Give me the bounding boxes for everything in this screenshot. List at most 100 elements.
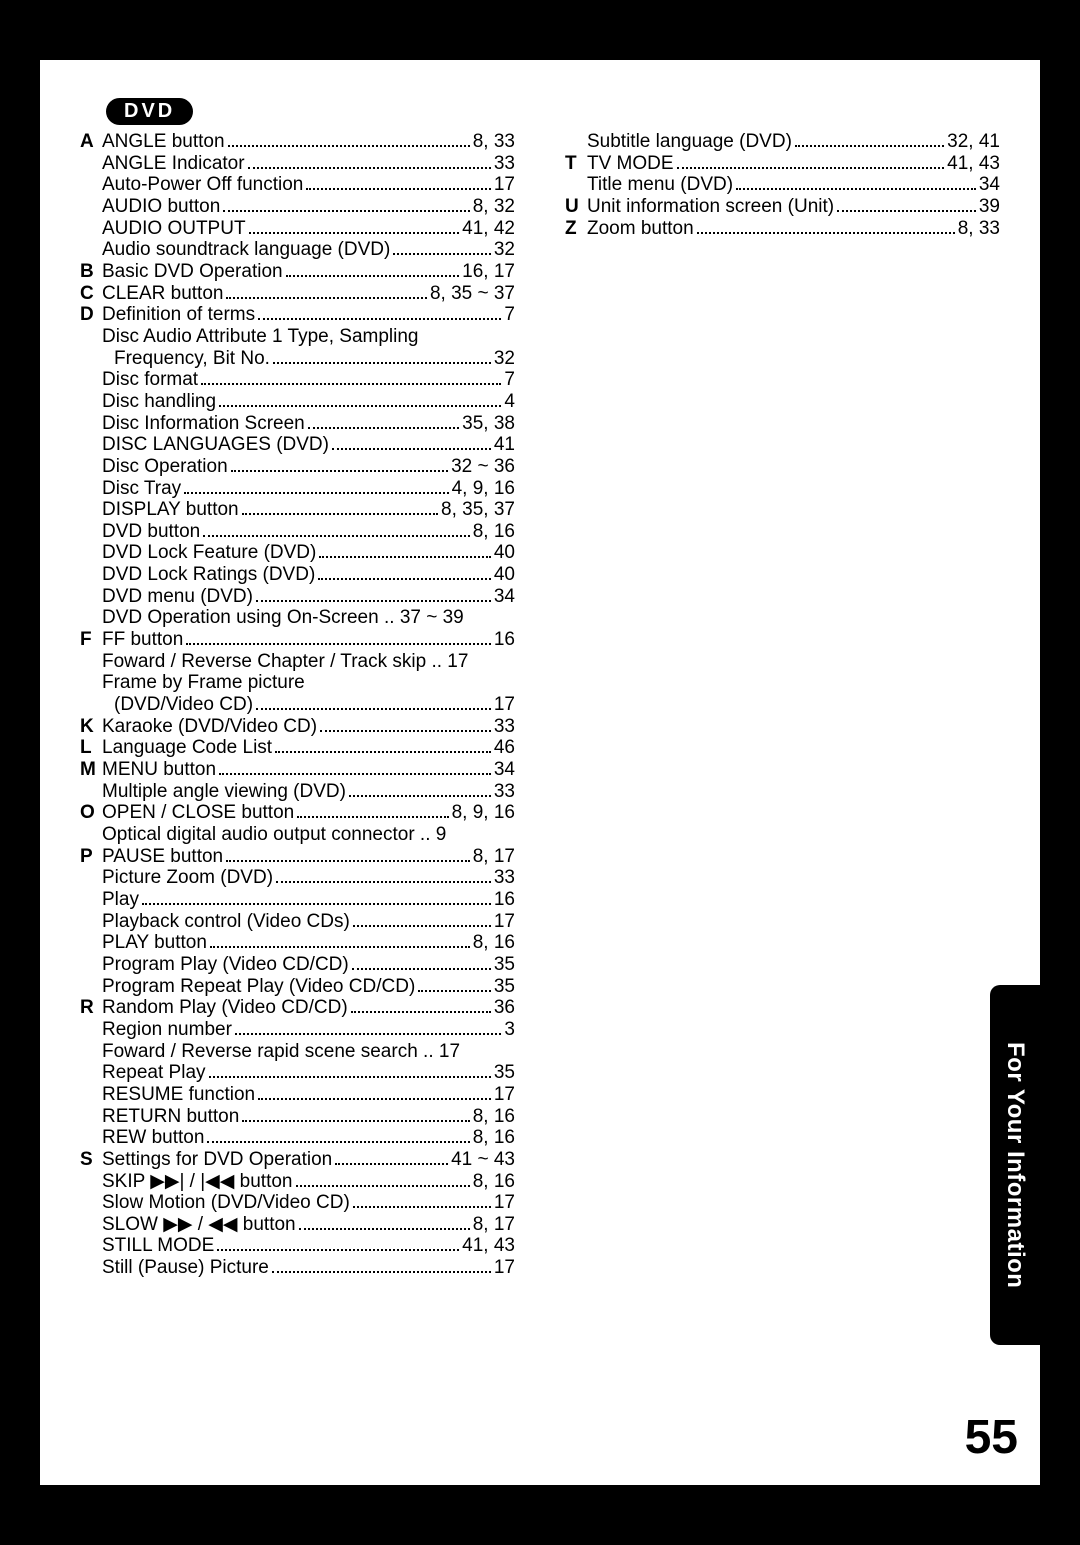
index-term: OPEN / CLOSE button xyxy=(102,802,294,824)
index-term: Karaoke (DVD/Video CD) xyxy=(102,716,317,738)
index-pages: 9 xyxy=(436,824,447,846)
index-term: Multiple angle viewing (DVD) xyxy=(102,781,346,803)
index-entry: ZZoom button8, 33 xyxy=(565,218,1000,240)
leader-dots xyxy=(318,578,491,580)
page-content: DVD AANGLE button8, 33ANGLE Indicator33A… xyxy=(40,60,1040,1485)
index-pages: 33 xyxy=(494,716,515,738)
index-pages: 36 xyxy=(494,997,515,1019)
index-term: Repeat Play xyxy=(102,1062,206,1084)
leader-dots xyxy=(297,816,448,818)
index-pages: 8, 16 xyxy=(473,1171,515,1193)
index-entry: CCLEAR button8, 35 ~ 37 xyxy=(80,283,515,305)
leader-dots xyxy=(273,362,491,364)
index-pages: 32 ~ 36 xyxy=(451,456,515,478)
index-letter: P xyxy=(80,846,102,868)
index-pages: 8, 9, 16 xyxy=(452,802,515,824)
leader-dots xyxy=(186,643,491,645)
index-entry: Picture Zoom (DVD)33 xyxy=(80,867,515,889)
leader-dots xyxy=(296,1185,470,1187)
index-pages: 35 xyxy=(494,954,515,976)
index-pages: 35 xyxy=(494,1062,515,1084)
index-term: Subtitle language (DVD) xyxy=(587,131,792,153)
index-pages: 8, 16 xyxy=(473,1127,515,1149)
leader-dots xyxy=(837,210,976,212)
index-entry: LLanguage Code List46 xyxy=(80,737,515,759)
index-pages: 8, 16 xyxy=(473,521,515,543)
leader-dots xyxy=(228,145,470,147)
index-term: Settings for DVD Operation xyxy=(102,1149,332,1171)
index-term: RESUME function xyxy=(102,1084,255,1106)
leader-dots xyxy=(353,1206,491,1208)
index-pages: 8, 32 xyxy=(473,196,515,218)
index-term: Title menu (DVD) xyxy=(587,174,733,196)
index-entry: AUDIO button8, 32 xyxy=(80,196,515,218)
index-term: DVD Lock Feature (DVD) xyxy=(102,542,316,564)
index-pages: 32 xyxy=(494,348,515,370)
index-term: REW button xyxy=(102,1127,204,1149)
index-pages: 8, 35 ~ 37 xyxy=(430,283,515,305)
index-letter: U xyxy=(565,196,587,218)
index-term: AUDIO OUTPUT xyxy=(102,218,246,240)
index-pages: 16 xyxy=(494,629,515,651)
index-entry: MMENU button34 xyxy=(80,759,515,781)
index-entry: Disc Information Screen35, 38 xyxy=(80,413,515,435)
index-term: Play xyxy=(102,889,139,911)
index-entry: Disc Tray4, 9, 16 xyxy=(80,478,515,500)
index-term: Definition of terms xyxy=(102,304,255,326)
index-pages: 41 ~ 43 xyxy=(451,1149,515,1171)
index-entry: RRandom Play (Video CD/CD)36 xyxy=(80,997,515,1019)
index-term: Still (Pause) Picture xyxy=(102,1257,269,1279)
index-term: Random Play (Video CD/CD) xyxy=(102,997,348,1019)
index-pages: 17 xyxy=(494,694,515,716)
leader-dots xyxy=(349,795,491,797)
index-term: PLAY button xyxy=(102,932,207,954)
index-term: CLEAR button xyxy=(102,283,223,305)
index-pages: 8, 16 xyxy=(473,932,515,954)
index-term: DVD Lock Ratings (DVD) xyxy=(102,564,315,586)
index-pages: 7 xyxy=(504,369,515,391)
index-entry: OOPEN / CLOSE button8, 9, 16 xyxy=(80,802,515,824)
index-letter: A xyxy=(80,131,102,153)
leader-dots xyxy=(242,1120,469,1122)
leader-dots xyxy=(795,145,944,147)
index-letter: D xyxy=(80,304,102,326)
index-entry: Play 16 xyxy=(80,889,515,911)
leader-dots xyxy=(677,167,945,169)
index-pages: 16 xyxy=(494,889,515,911)
index-pages: 35, 38 xyxy=(462,413,515,435)
index-pages: 34 xyxy=(494,586,515,608)
index-entry: KKaraoke (DVD/Video CD)33 xyxy=(80,716,515,738)
index-pages: 39 xyxy=(979,196,1000,218)
index-entry: SSettings for DVD Operation41 ~ 43 xyxy=(80,1149,515,1171)
index-letter: F xyxy=(80,629,102,651)
index-pages: 4 xyxy=(504,391,515,413)
index-term: Optical digital audio output connector xyxy=(102,824,415,846)
leader-dots xyxy=(393,253,491,255)
leader-dots xyxy=(242,513,438,515)
index-entry: Frequency, Bit No.32 xyxy=(80,348,515,370)
index-term: PAUSE button xyxy=(102,846,223,868)
index-term: Foward / Reverse rapid scene search xyxy=(102,1041,418,1063)
index-pages: 33 xyxy=(494,153,515,175)
leader-dots xyxy=(332,448,491,450)
index-term: ANGLE button xyxy=(102,131,225,153)
index-term: ANGLE Indicator xyxy=(102,153,245,175)
leader-dots xyxy=(306,188,490,190)
index-term: Basic DVD Operation xyxy=(102,261,283,283)
leader-dots xyxy=(272,1271,491,1273)
leader-dots xyxy=(210,946,470,948)
index-term: DISC LANGUAGES (DVD) xyxy=(102,434,329,456)
leader-dots xyxy=(201,383,501,385)
leader-dots xyxy=(320,730,491,732)
side-tab-label: For Your Information xyxy=(1001,1042,1029,1288)
index-term: STILL MODE xyxy=(102,1235,214,1257)
leader-dots xyxy=(335,1163,448,1165)
leader-dots xyxy=(736,188,976,190)
leader-dots xyxy=(203,535,470,537)
leader-dots xyxy=(276,881,491,883)
index-pages: 35 xyxy=(494,976,515,998)
index-entry: DISPLAY button8, 35, 37 xyxy=(80,499,515,521)
index-letter: Z xyxy=(565,218,587,240)
index-entry: Title menu (DVD)34 xyxy=(565,174,1000,196)
leader-dots xyxy=(248,167,491,169)
